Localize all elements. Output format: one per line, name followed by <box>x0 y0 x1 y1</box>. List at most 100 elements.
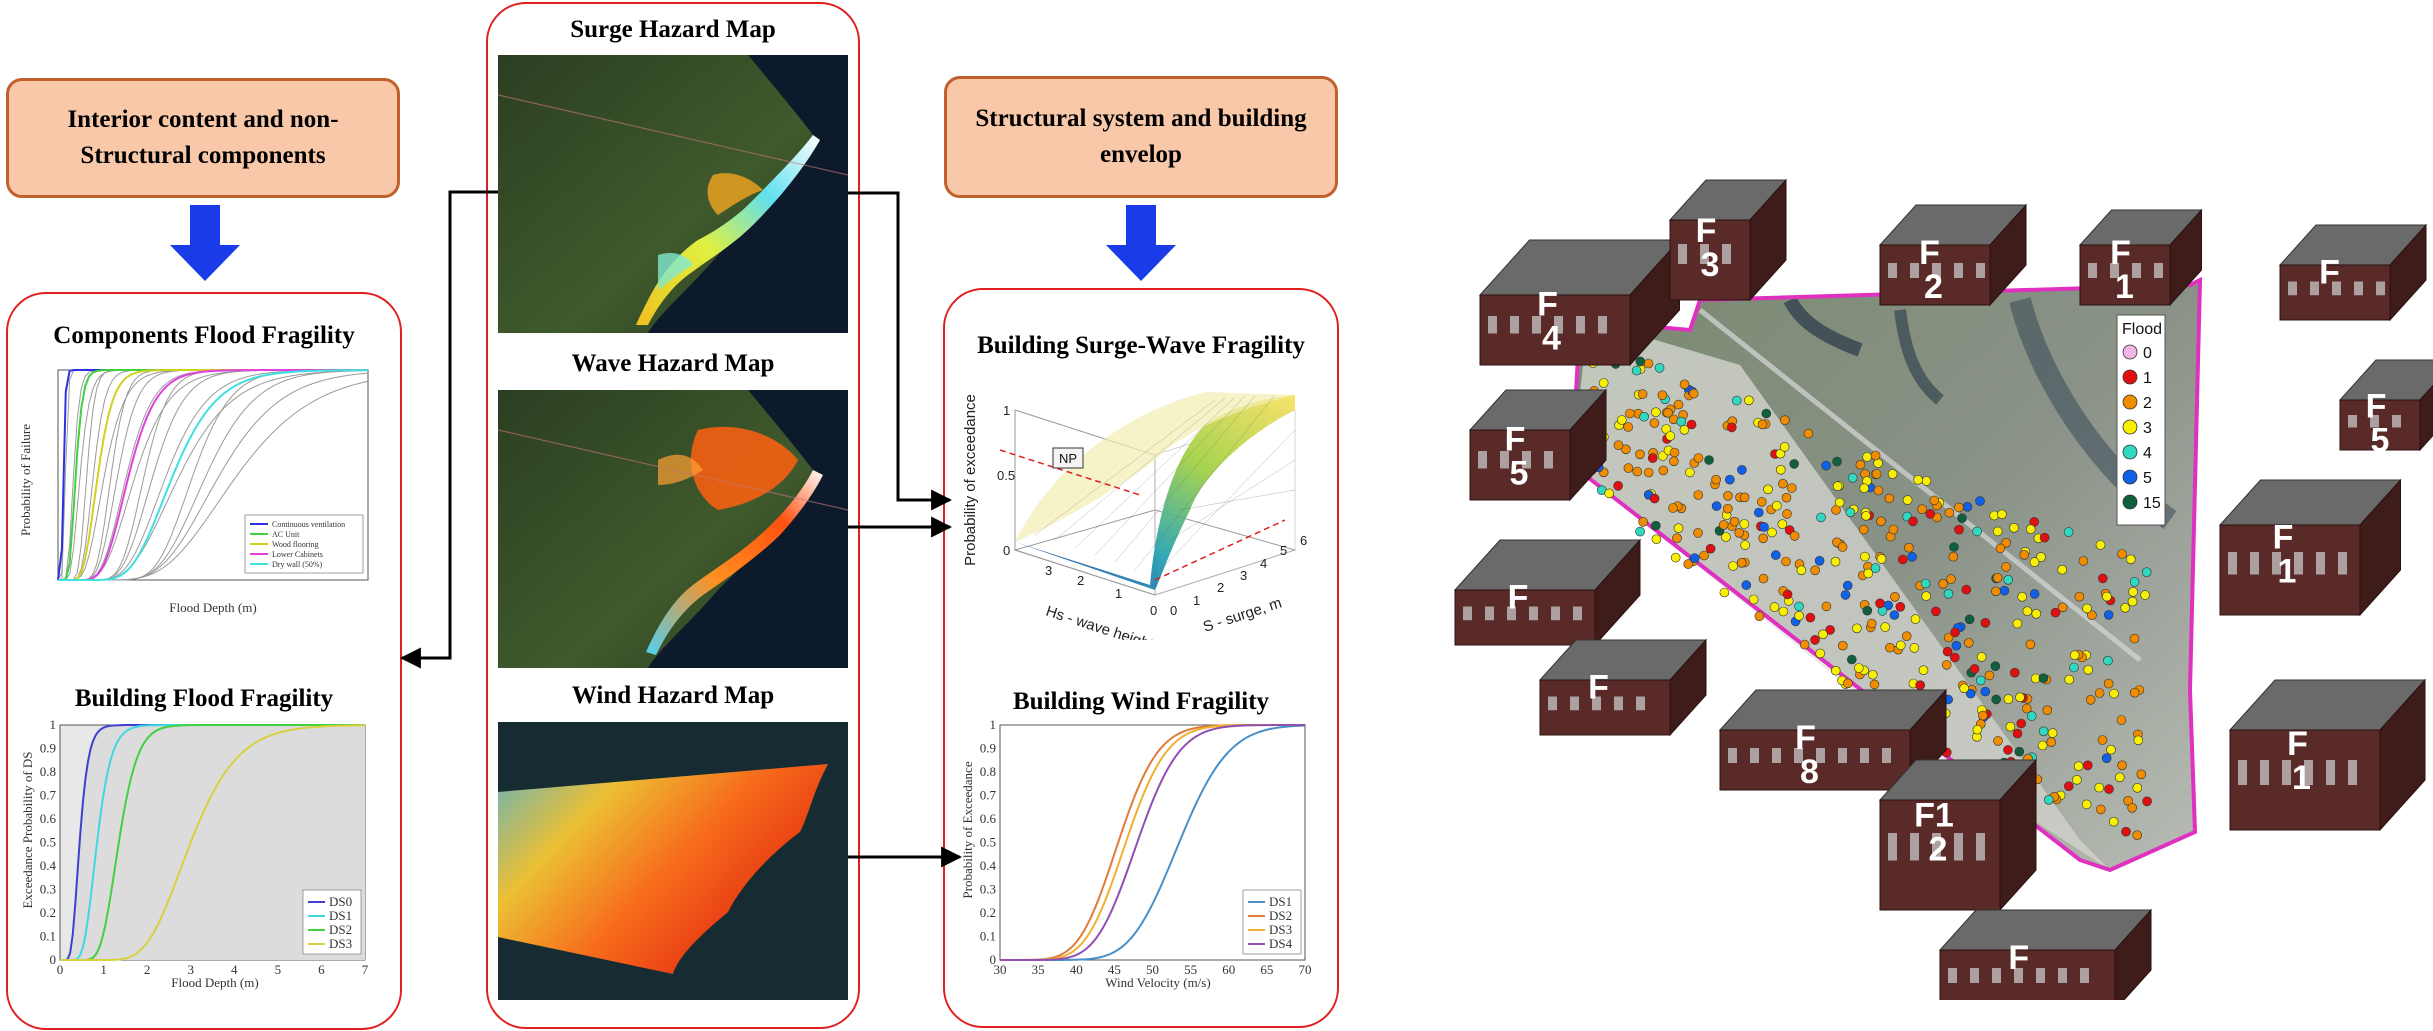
building-label-line1: F1 <box>1914 797 1954 835</box>
flood-legend-swatch <box>2122 394 2138 410</box>
y-tick-label: 1 <box>50 717 57 732</box>
flood-legend-swatch <box>2122 419 2138 435</box>
building-flood-dot <box>2001 562 2011 572</box>
building-flood-dot <box>1997 509 2007 520</box>
building-flood-dot <box>1909 643 1920 653</box>
building-flood-dot <box>1704 455 1714 465</box>
building-flood-dot <box>1651 534 1662 545</box>
building-flood-dot <box>1867 669 1878 680</box>
wave-hazard-map-title: Wave Hazard Map <box>571 350 775 377</box>
svg-text:1: 1 <box>1115 586 1122 601</box>
building-flood-dot <box>2097 735 2108 745</box>
structural-system-label: Structural system and building envelop <box>944 76 1338 198</box>
building-flood-dot <box>1683 559 1694 569</box>
building-flood-dot <box>1885 642 1895 653</box>
y-tick-label: 0.7 <box>980 788 997 803</box>
building-flood-dot <box>1668 503 1678 513</box>
building-flood-dot <box>1814 555 1825 566</box>
building-flood-dot <box>1794 601 1804 612</box>
building-flood-dot <box>1780 415 1790 426</box>
flood-y-label: Exceedance Probability of DS <box>20 751 35 908</box>
legend-label: DS3 <box>329 936 352 951</box>
building-flood-dot <box>1853 663 1864 673</box>
x-tick-label: 40 <box>1070 962 1083 977</box>
building-flood-dot <box>1860 551 1870 562</box>
building-flood-dot <box>2108 816 2119 827</box>
building-flood-dot <box>1699 550 1709 561</box>
building-flood-dot <box>1673 399 1684 410</box>
building-flood-dot <box>1992 572 2003 583</box>
building-flood-dot <box>1895 640 1906 651</box>
building-flood-dot <box>1676 416 1687 427</box>
building-flood-dot <box>1920 578 1931 589</box>
building-label-line1: F <box>2319 253 2340 291</box>
building-flood-dot <box>1635 356 1646 367</box>
building-flood-dot <box>2123 795 2133 806</box>
building-flood-dot <box>2046 737 2057 748</box>
building-flood-dot <box>1789 459 1800 469</box>
building-flood-dot <box>1754 611 1765 622</box>
building-flood-dot <box>1669 456 1679 467</box>
components-flood-fragility-title: Components Flood Fragility <box>53 322 355 349</box>
building-flood-dot <box>2001 537 2011 548</box>
x-tick-label: 7 <box>362 962 369 977</box>
building-flood-dot <box>1843 678 1853 689</box>
building-flood-dot <box>2103 678 2114 689</box>
y-tick-label: 0.9 <box>980 741 996 756</box>
flood-legend-label: 1 <box>2143 370 2152 387</box>
building-flood-dot <box>1913 474 1923 485</box>
building-flood-dot <box>1688 388 1699 399</box>
building-flood-dot <box>1999 585 2010 596</box>
building-flood-dot <box>1972 526 1982 537</box>
building-flood-dot <box>1954 502 1964 513</box>
y-tick-label: 0.6 <box>40 811 57 826</box>
building-b-f11: F1 <box>2228 678 2427 832</box>
svg-text:0: 0 <box>1150 603 1157 618</box>
building-flood-dot <box>1991 586 2001 597</box>
building-flood-dot <box>1890 591 1900 602</box>
building-flood-dot <box>1957 513 1967 524</box>
building-label-line2: 1 <box>2278 553 2297 591</box>
building-flood-dot <box>1789 531 1800 541</box>
building-flood-dot <box>1946 574 1956 584</box>
building-flood-dot <box>1837 542 1848 552</box>
svg-text:1: 1 <box>1193 593 1200 608</box>
flood-legend-swatch <box>2122 494 2138 510</box>
flood-legend-swatch <box>2122 369 2138 385</box>
building-flood-dot <box>1949 542 1959 552</box>
wind-x-label: Wind Velocity (m/s) <box>1105 975 1210 990</box>
building-flood-dot <box>1621 444 1631 455</box>
building-flood-dot <box>2116 715 2127 725</box>
building-flood-dot <box>2021 703 2032 714</box>
building-flood-dot <box>2095 804 2106 815</box>
building-flood-dot <box>1815 648 1826 659</box>
building-flood-dot <box>1901 631 1912 642</box>
building-flood-dot <box>2015 692 2025 703</box>
building-flood-dot <box>1921 591 1932 602</box>
building-flood-dot <box>2057 602 2068 613</box>
building-flood-dot <box>1991 694 2002 705</box>
building-flood-dot <box>1832 456 1842 467</box>
building-flood-dot <box>1740 540 1751 550</box>
flood-legend-swatch <box>2122 469 2138 485</box>
flood-x-label: Flood Depth (m) <box>171 975 258 990</box>
building-flood-fragility-chart: 0 0.1 0.2 0.3 0.4 0.5 0.6 0.7 0.8 0.9 1 0 1 2 3 4 5 6 7 DS0… <box>20 717 369 990</box>
building-flood-dot <box>1976 652 1987 662</box>
x-tick-label: 50 <box>1146 962 1159 977</box>
building-label-line2: 2 <box>1924 268 1943 306</box>
building-flood-dot <box>1907 551 1917 562</box>
building-label-line1: F <box>1508 578 1529 616</box>
building-flood-dot <box>2005 721 2016 732</box>
building-flood-dot <box>2064 674 2075 685</box>
x-tick-label: 35 <box>1032 962 1045 977</box>
building-flood-dot <box>1929 495 1940 506</box>
building-flood-dot <box>1722 503 1733 514</box>
building-flood-dot <box>1980 686 1991 697</box>
building-label-line2: 3 <box>1701 246 1720 284</box>
building-flood-dot <box>1672 533 1682 544</box>
building-flood-dot <box>1647 453 1658 463</box>
y-tick-label: 0.4 <box>40 858 57 873</box>
building-flood-dot <box>1736 557 1747 568</box>
building-flood-dot <box>2057 564 2068 575</box>
